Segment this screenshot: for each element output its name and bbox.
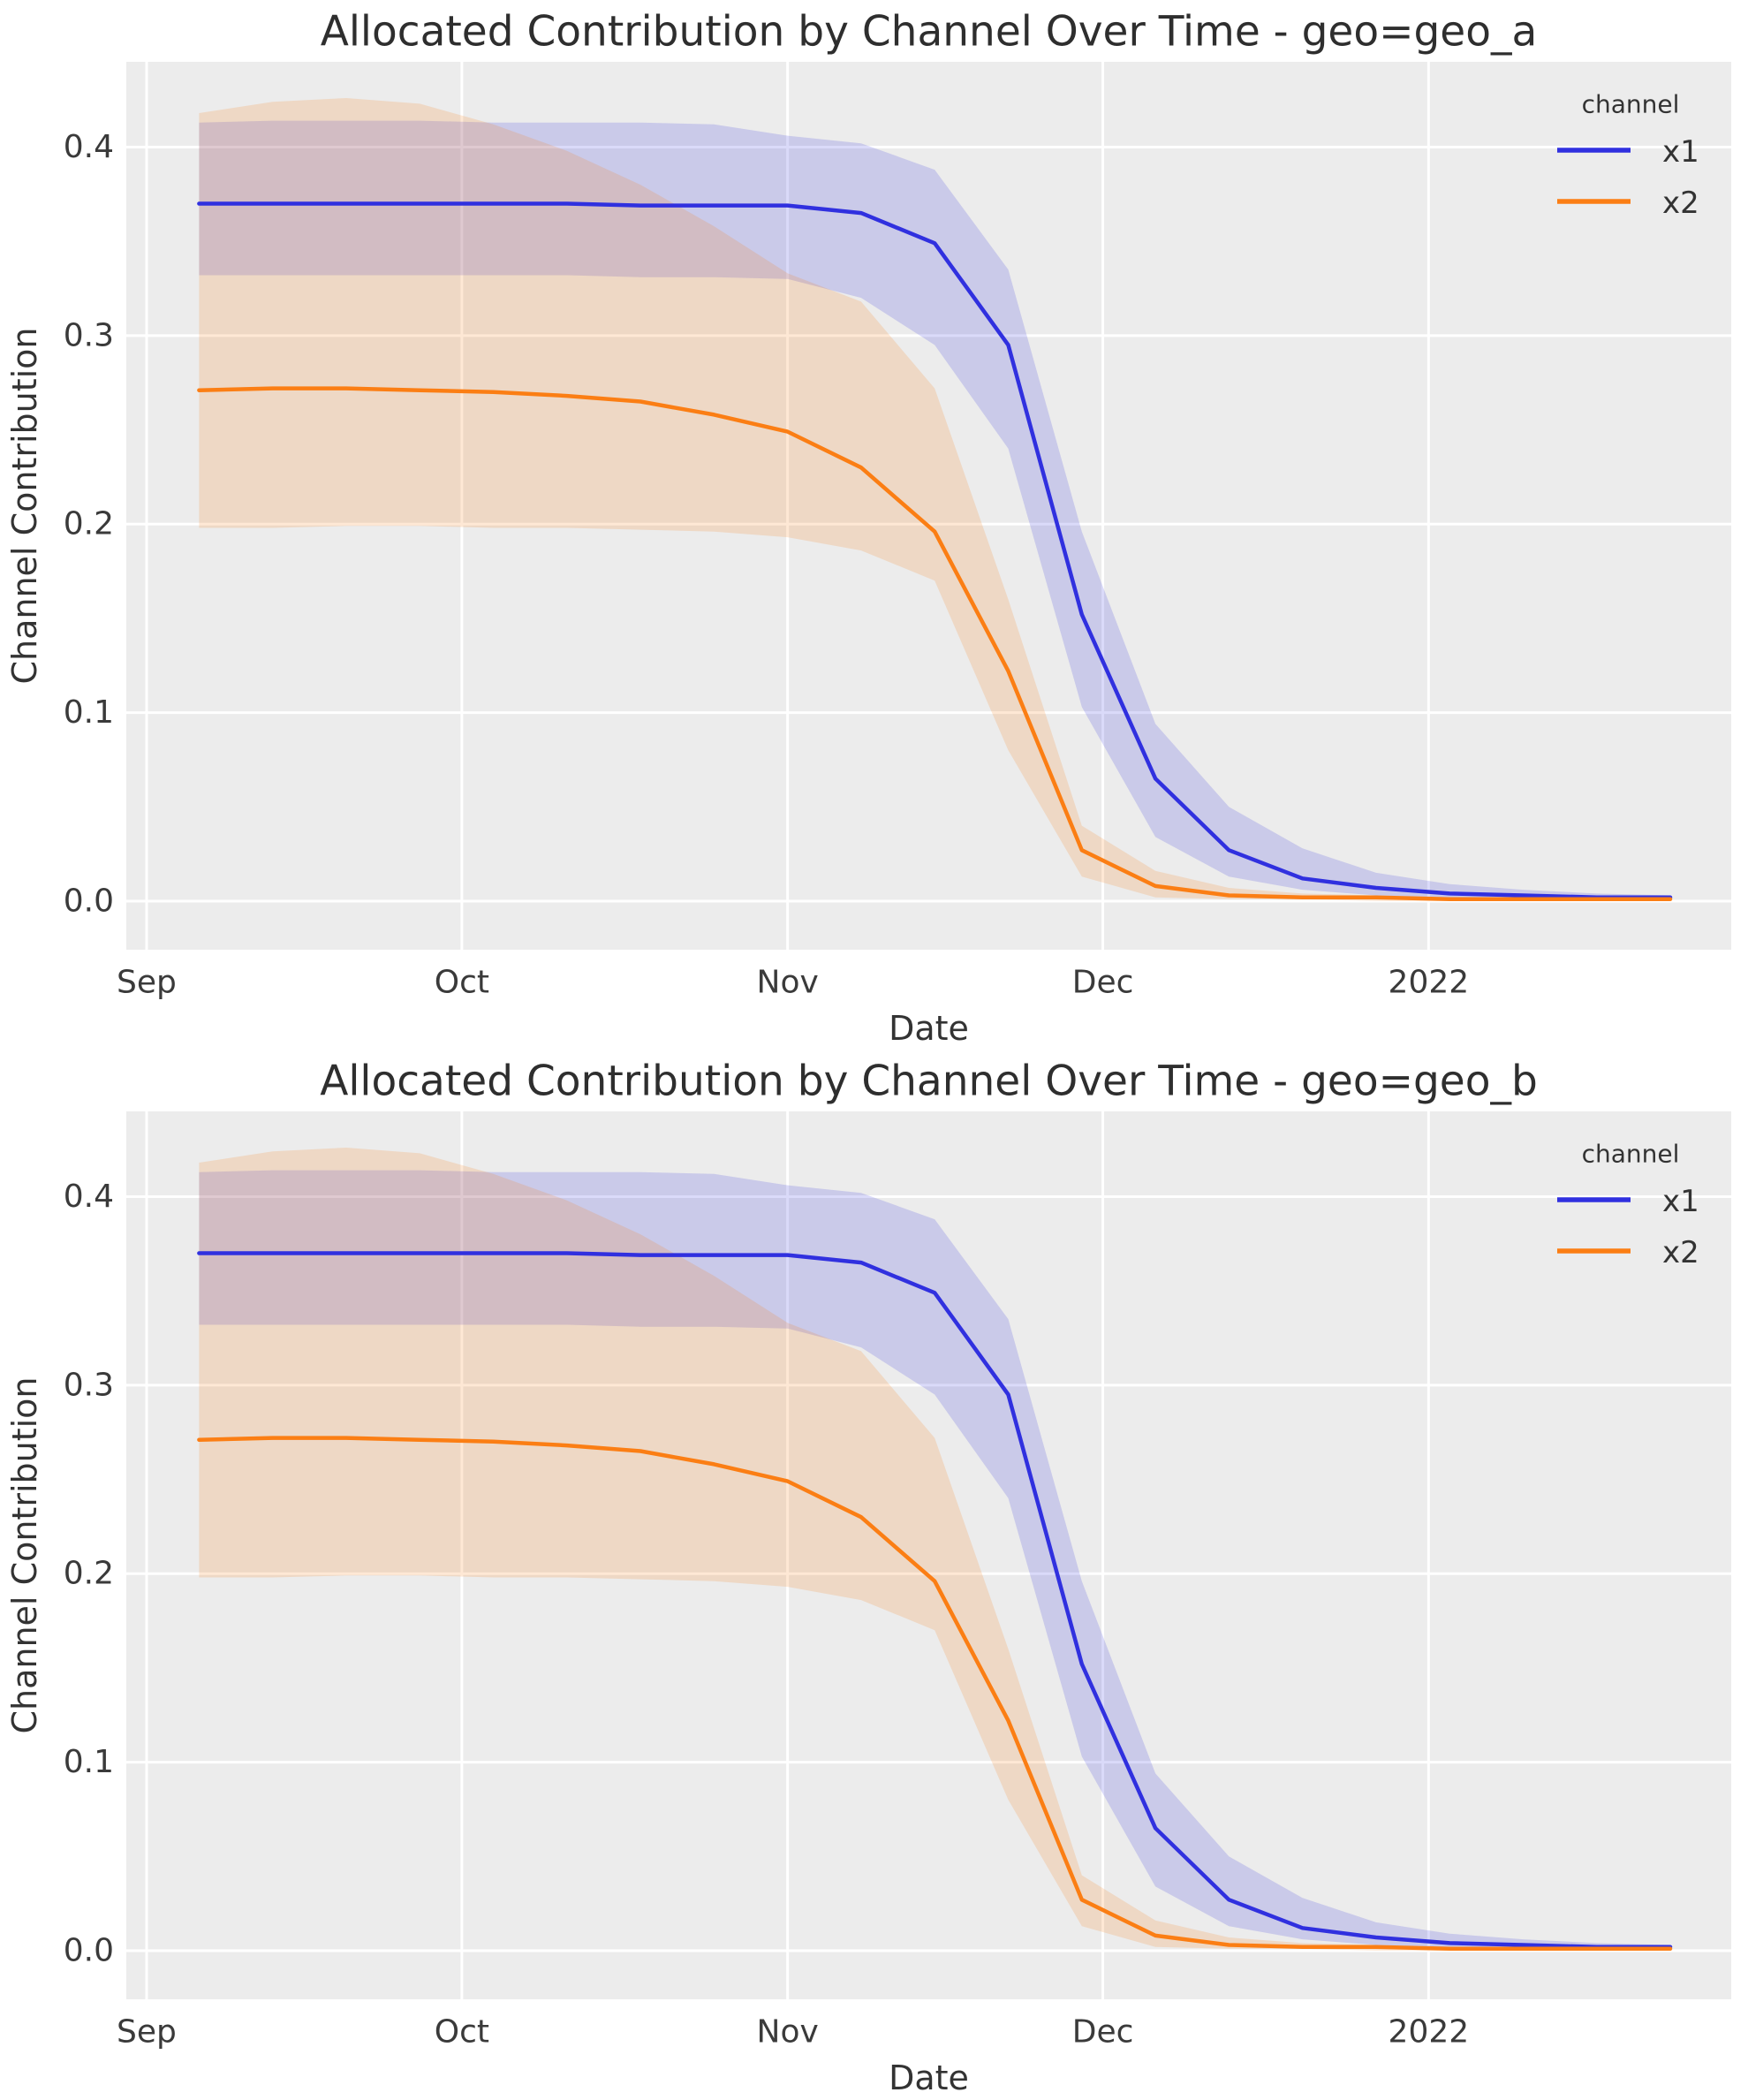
series-line-x2 — [197, 1436, 1673, 1952]
chart-panel-geo-b: 0.0 0.1 0.2 0.3 0.4 Sep Oct Nov Dec 2022 Allocated… — [0, 1050, 1748, 2099]
y-tick-label-0.3: 0.3 — [64, 1367, 114, 1403]
y-tick-label-0.1: 0.1 — [64, 694, 114, 731]
x-tick-label-Nov: Nov — [757, 965, 819, 1001]
y-tick-label-0.0: 0.0 — [64, 1932, 114, 1968]
x-tick-label-Sep: Sep — [117, 965, 177, 1001]
line-chart-geo-a: 0.0 0.1 0.2 0.3 0.4 Sep Oct Nov Dec 2022 Allocated… — [5, 8, 1731, 1048]
confidence-band-x2 — [199, 98, 1670, 901]
y-tick-label-0.3: 0.3 — [64, 317, 114, 353]
series-line-x2 — [197, 386, 1673, 902]
y-axis-label: Channel Contribution — [5, 1376, 44, 1733]
legend-title: channel — [1582, 1140, 1680, 1169]
legend-label-x2: x2 — [1662, 1235, 1699, 1270]
y-tick-label-0.4: 0.4 — [64, 1179, 114, 1215]
x-tick-label-Dec: Dec — [1072, 2014, 1134, 2051]
legend-label-x1: x1 — [1662, 1184, 1699, 1219]
x-tick-label-Oct: Oct — [435, 965, 489, 1001]
confidence-band-x1 — [199, 120, 1670, 899]
y-tick-label-0.1: 0.1 — [64, 1744, 114, 1780]
y-tick-label-0.2: 0.2 — [64, 506, 114, 542]
x-tick-label-2022: 2022 — [1389, 965, 1470, 1001]
y-tick-label-0.0: 0.0 — [64, 883, 114, 919]
legend-label-x1: x1 — [1662, 134, 1699, 170]
chart-panel-geo-a: 0.0 0.1 0.2 0.3 0.4 Sep Oct Nov Dec 2022 Allocated… — [5, 8, 1731, 1048]
series-line-x1 — [197, 1251, 1673, 1949]
x-axis-label: Date — [889, 1009, 969, 1048]
y-tick-label-0.4: 0.4 — [64, 129, 114, 165]
x-tick-label-2022: 2022 — [1389, 2014, 1470, 2051]
x-tick-label-Nov: Nov — [757, 2014, 819, 2051]
y-tick-label-0.2: 0.2 — [64, 1556, 114, 1592]
legend-title: channel — [1582, 90, 1680, 119]
chart-title: Allocated Contribution by Channel Over T… — [321, 8, 1538, 57]
confidence-band-x2 — [199, 1148, 1670, 1951]
x-tick-label-Dec: Dec — [1072, 965, 1134, 1001]
series-line-x1 — [197, 201, 1673, 899]
chart-title: Allocated Contribution by Channel Over T… — [320, 1058, 1538, 1106]
x-tick-label-Sep: Sep — [117, 2014, 177, 2051]
x-axis-label: Date — [889, 2058, 969, 2097]
confidence-band-x1 — [199, 1170, 1670, 1949]
plot-background — [126, 62, 1731, 950]
x-tick-label-Oct: Oct — [435, 2014, 489, 2051]
legend-label-x2: x2 — [1662, 186, 1699, 221]
plot-background — [126, 1111, 1731, 1999]
line-chart-geo-b: 0.0 0.1 0.2 0.3 0.4 Sep Oct Nov Dec 2022 Allocated… — [5, 1058, 1731, 2097]
y-axis-label: Channel Contribution — [5, 327, 44, 684]
